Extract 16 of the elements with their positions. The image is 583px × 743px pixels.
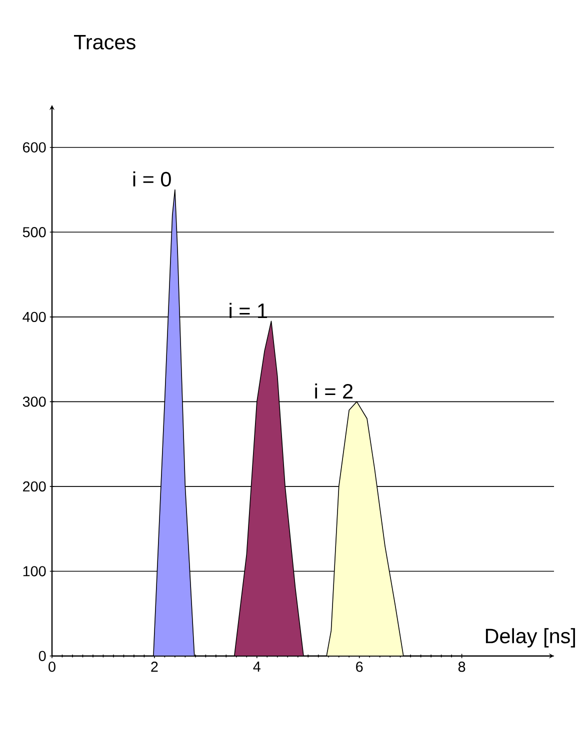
y-tick-label: 400 bbox=[22, 312, 46, 322]
x-tick-label: 8 bbox=[458, 662, 466, 672]
y-axis-title: Traces bbox=[74, 34, 136, 50]
y-tick-label: 500 bbox=[22, 227, 46, 238]
y-tick-label: 200 bbox=[23, 481, 46, 492]
x-tick-label: 0 bbox=[48, 662, 56, 672]
y-tick-label: 0 bbox=[38, 650, 46, 662]
y-tick-label: 100 bbox=[23, 566, 46, 576]
y-tick-label: 600 bbox=[23, 142, 46, 152]
annotation: i = 0 bbox=[133, 171, 171, 187]
y-tick-label: 300 bbox=[22, 396, 46, 407]
annotation: i = 2 bbox=[315, 383, 353, 398]
x-axis-title: Delay [ns] bbox=[486, 628, 575, 648]
x-tick-label: 2 bbox=[151, 662, 158, 672]
x-tick-label: 6 bbox=[356, 662, 363, 672]
x-tick-label: 4 bbox=[253, 662, 260, 672]
